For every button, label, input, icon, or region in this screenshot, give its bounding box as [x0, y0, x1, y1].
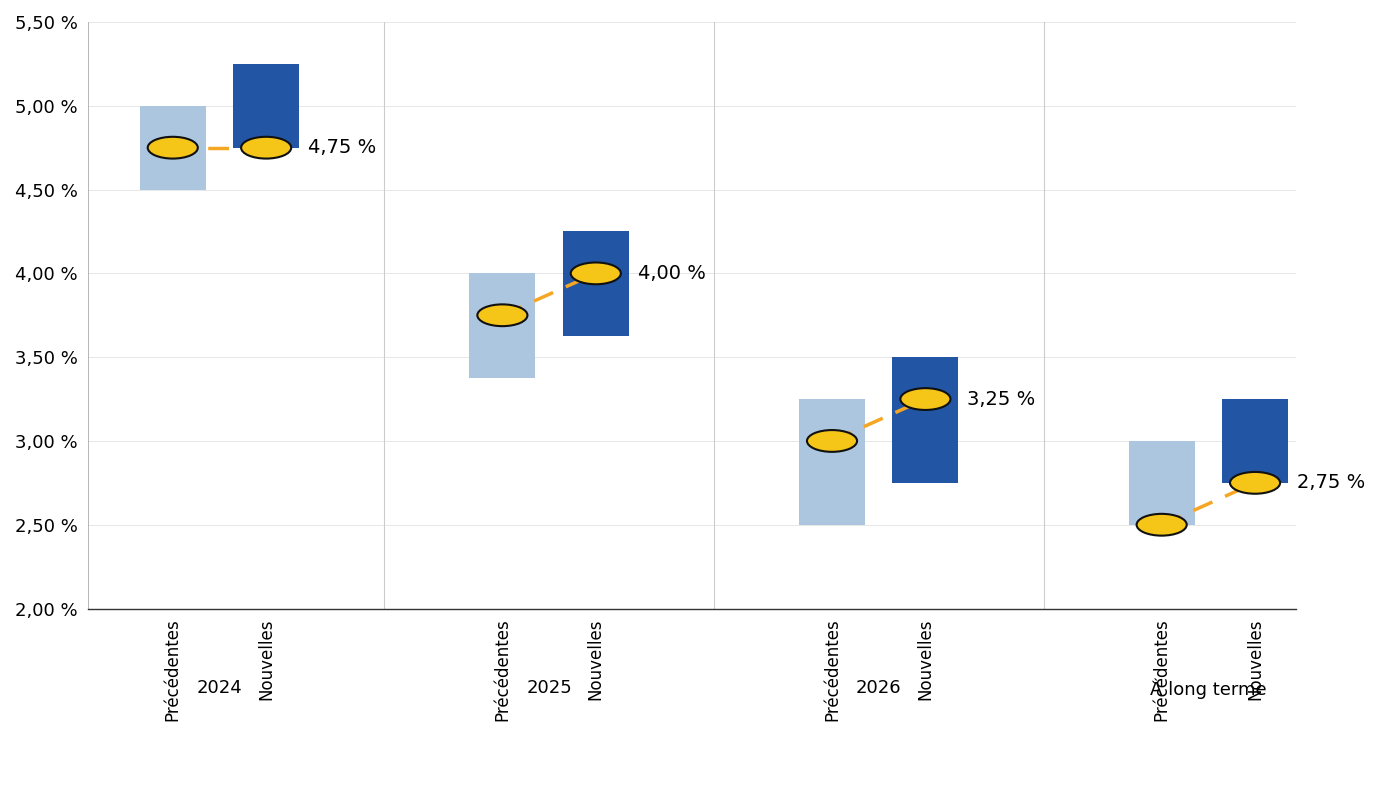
FancyBboxPatch shape	[233, 64, 299, 148]
FancyBboxPatch shape	[893, 357, 958, 483]
Text: 2025: 2025	[526, 679, 571, 697]
FancyBboxPatch shape	[1223, 399, 1288, 483]
Text: 2026: 2026	[856, 679, 901, 697]
FancyBboxPatch shape	[139, 106, 206, 190]
Text: 4,75 %: 4,75 %	[308, 138, 377, 157]
FancyBboxPatch shape	[469, 274, 535, 378]
Text: 3,25 %: 3,25 %	[967, 390, 1035, 409]
Ellipse shape	[807, 430, 857, 452]
Ellipse shape	[477, 304, 527, 326]
Ellipse shape	[241, 137, 291, 158]
Text: 4,00 %: 4,00 %	[638, 264, 705, 283]
Text: 2024: 2024	[196, 679, 243, 697]
FancyBboxPatch shape	[563, 231, 629, 336]
Ellipse shape	[148, 137, 197, 158]
Ellipse shape	[1230, 472, 1281, 494]
Ellipse shape	[1137, 514, 1187, 536]
FancyBboxPatch shape	[799, 399, 865, 525]
Ellipse shape	[900, 388, 951, 410]
FancyBboxPatch shape	[1129, 441, 1195, 525]
Text: 2,75 %: 2,75 %	[1297, 474, 1365, 492]
Ellipse shape	[571, 262, 621, 284]
Text: À long terme: À long terme	[1150, 679, 1267, 699]
